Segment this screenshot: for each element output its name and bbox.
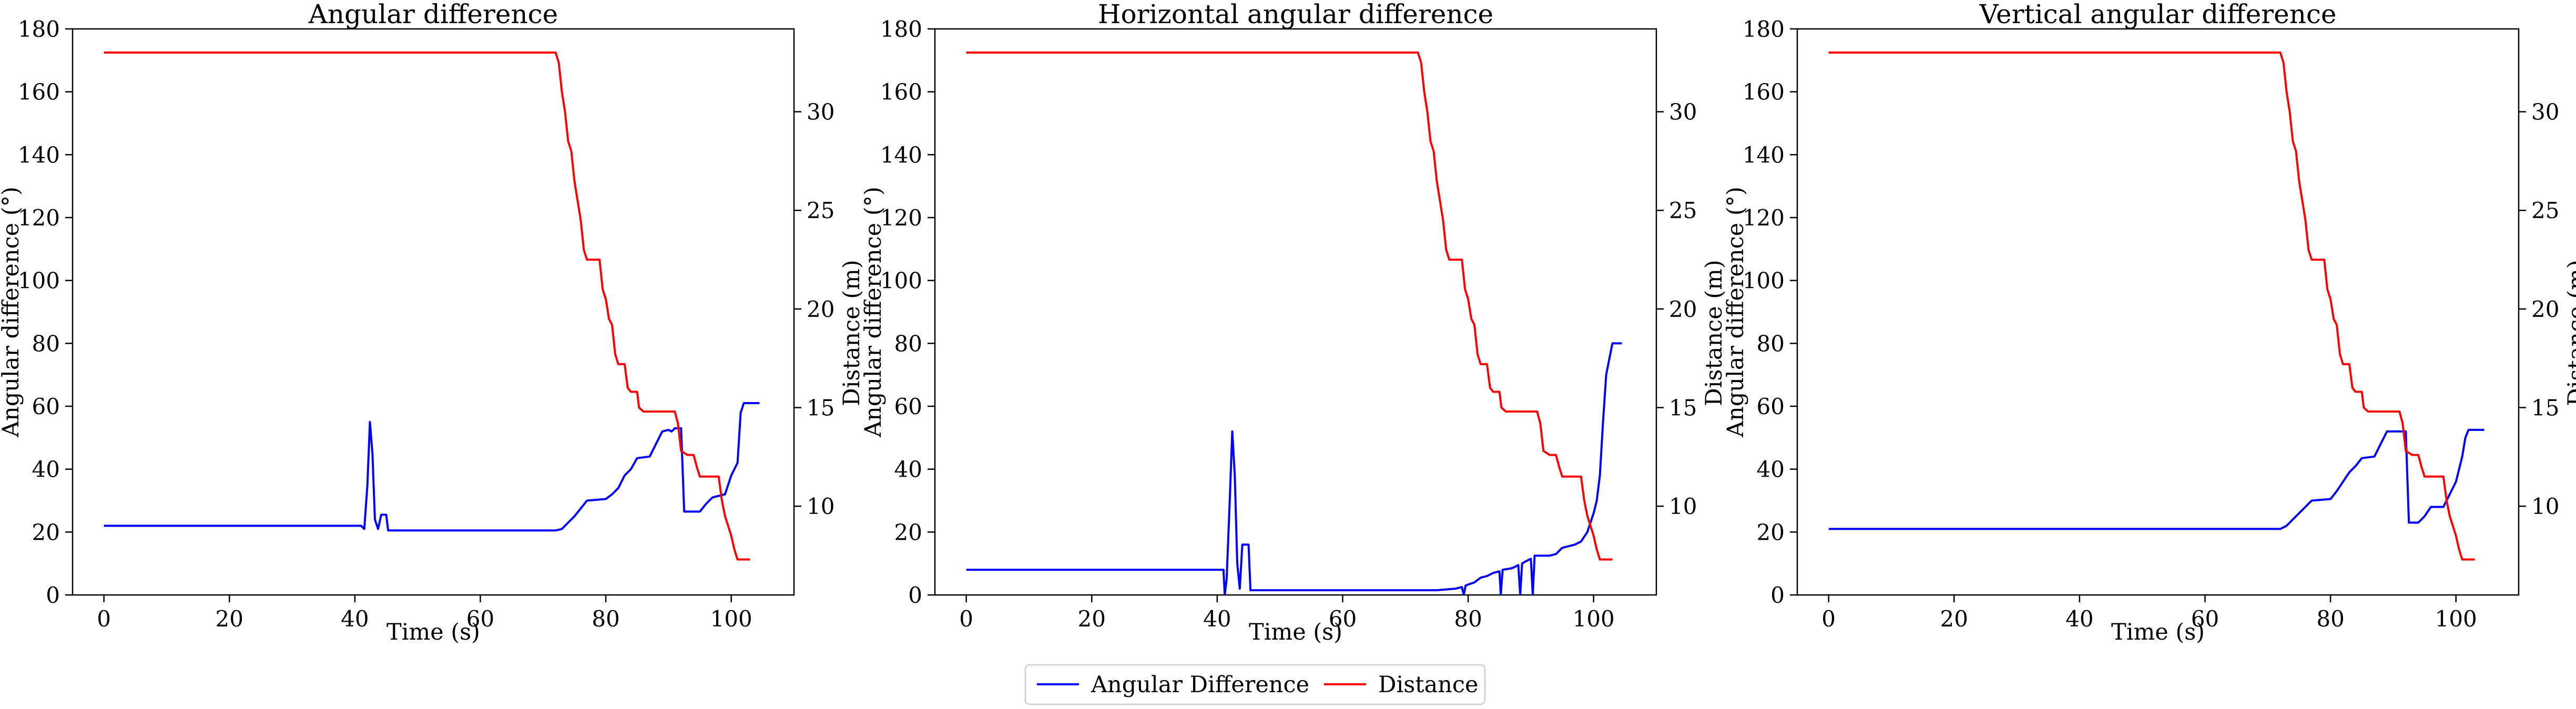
y-tick-label: 80 <box>32 331 60 356</box>
x-tick-label: 20 <box>216 606 243 632</box>
y-tick-label: 20 <box>32 519 60 545</box>
x-axis-label: Time (s) <box>2111 619 2205 645</box>
x-tick-label: 80 <box>2316 606 2344 632</box>
chart-title: Horizontal angular difference <box>1098 0 1493 29</box>
y2-tick-label: 20 <box>1669 296 1697 322</box>
x-tick-label: 0 <box>97 606 111 632</box>
distance-series-line <box>104 52 750 561</box>
legend-label: Angular Difference <box>1091 672 1309 698</box>
angular-difference-series-line <box>1828 428 2485 530</box>
y2-tick-label: 15 <box>1669 395 1697 421</box>
y-tick-label: 140 <box>880 142 922 168</box>
x-tick-label: 40 <box>1203 606 1231 632</box>
y2-tick-label: 25 <box>2531 198 2559 223</box>
y-tick-label: 100 <box>18 268 60 294</box>
y2-tick-label: 25 <box>1669 198 1697 223</box>
x-tick-label: 0 <box>959 606 973 632</box>
x-tick-label: 40 <box>341 606 369 632</box>
y-axis-label: Angular difference (°) <box>860 187 887 438</box>
chart-panel-2: 0 20 40 60 80 100 0 20 40 60 80 100 120 140 160 180 10 15… <box>860 0 1727 645</box>
chart-panel-1: 0 20 40 60 80 100 0 20 40 60 80 100 120 140 160 180 10 15… <box>0 0 865 645</box>
x-axis-label: Time (s) <box>1249 619 1342 645</box>
x-axis-label: Time (s) <box>386 619 480 645</box>
y2-tick-label: 30 <box>1669 99 1697 125</box>
y-tick-label: 0 <box>1770 582 1785 608</box>
x-tick-label: 100 <box>710 606 752 632</box>
x-tick-label: 100 <box>2435 606 2477 632</box>
y-tick-label: 100 <box>880 268 922 294</box>
x-tick-label: 60 <box>466 606 494 632</box>
y-tick-label: 160 <box>880 79 922 105</box>
y-tick-label: 160 <box>18 79 60 105</box>
y-axis-label: Angular difference (°) <box>0 187 24 438</box>
y2-tick-label: 10 <box>1669 494 1697 519</box>
charts: 0 20 40 60 80 1000204060801001201401601801015… <box>0 0 2576 645</box>
plot-frame <box>934 28 1657 596</box>
y-tick-label: 80 <box>1757 331 1785 356</box>
distance-series-line <box>966 52 1613 561</box>
x-tick-label: 20 <box>1940 606 1968 632</box>
y-tick-label: 0 <box>46 582 60 608</box>
y-axis-label: Angular difference (°) <box>1723 187 1749 438</box>
x-tick-label: 20 <box>1078 606 1106 632</box>
y2-axis-label: Distance (m) <box>1701 260 1727 406</box>
y-tick-label: 40 <box>32 457 60 482</box>
y2-axis-label: Distance (m) <box>2563 260 2576 406</box>
y2-tick-label: 10 <box>807 494 834 519</box>
y-tick-label: 60 <box>32 394 60 419</box>
y2-tick-label: 15 <box>807 395 834 421</box>
y2-tick-label: 25 <box>807 198 834 223</box>
y-tick-label: 120 <box>1743 205 1785 231</box>
y-tick-label: 80 <box>894 331 922 356</box>
x-tick-label: 60 <box>2191 606 2219 632</box>
chart-title: Angular difference <box>308 0 558 29</box>
y-tick-label: 180 <box>880 16 922 42</box>
chart-panel-3: 0 20 40 60 80 100 0 20 40 60 80 100 120 140 160 180 10 15… <box>1723 0 2576 645</box>
y-tick-label: 60 <box>894 394 922 419</box>
y-tick-label: 140 <box>18 142 60 168</box>
legend-box <box>1024 664 1486 705</box>
legend-label: Distance <box>1378 672 1478 698</box>
y-tick-label: 180 <box>18 16 60 42</box>
y-tick-label: 0 <box>908 582 922 608</box>
y-tick-label: 180 <box>1743 16 1785 42</box>
y-tick-label: 120 <box>880 205 922 231</box>
y-tick-label: 100 <box>1743 268 1785 294</box>
y2-tick-label: 30 <box>2531 99 2559 125</box>
y-tick-label: 20 <box>1757 519 1785 545</box>
y-tick-label: 40 <box>894 457 922 482</box>
y2-axis-label: Distance (m) <box>839 260 865 406</box>
legend: Angular Difference Distance <box>1024 664 1486 705</box>
y-tick-label: 20 <box>894 519 922 545</box>
y2-tick-label: 15 <box>2531 395 2559 421</box>
x-tick-label: 60 <box>1329 606 1357 632</box>
angular-difference-series-line <box>104 402 760 532</box>
x-tick-label: 100 <box>1573 606 1615 632</box>
y-tick-label: 40 <box>1757 457 1785 482</box>
y-tick-label: 140 <box>1743 142 1785 168</box>
y-tick-label: 60 <box>1757 394 1785 419</box>
x-tick-label: 40 <box>2065 606 2093 632</box>
y2-tick-label: 30 <box>807 99 834 125</box>
y2-tick-label: 20 <box>807 296 834 322</box>
x-tick-label: 80 <box>592 606 619 632</box>
y-tick-label: 120 <box>18 205 60 231</box>
distance-series-line <box>1828 52 2475 561</box>
x-tick-label: 0 <box>1821 606 1836 632</box>
y2-tick-label: 10 <box>2531 494 2559 519</box>
y2-tick-label: 20 <box>2531 296 2559 322</box>
plot-frame <box>72 28 795 596</box>
y-tick-label: 160 <box>1743 79 1785 105</box>
plot-frame <box>1796 28 2520 596</box>
x-tick-label: 80 <box>1454 606 1482 632</box>
chart-title: Vertical angular difference <box>1979 0 2336 29</box>
